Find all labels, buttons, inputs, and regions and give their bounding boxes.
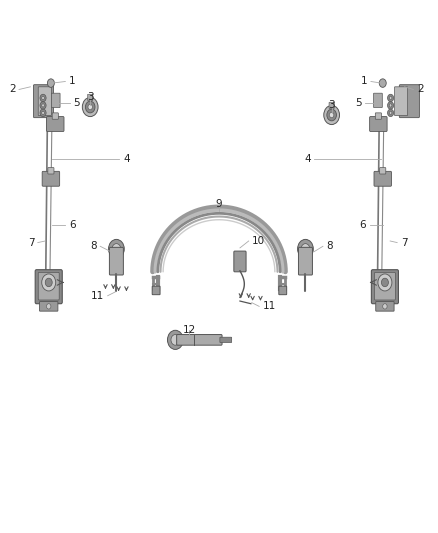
Circle shape [301,244,310,254]
Circle shape [381,278,389,287]
FancyBboxPatch shape [51,93,60,108]
FancyBboxPatch shape [152,286,160,295]
Circle shape [389,96,392,100]
Text: 3: 3 [87,92,93,102]
Text: 9: 9 [215,199,223,209]
Text: 1: 1 [69,77,75,86]
FancyBboxPatch shape [371,270,399,304]
Circle shape [379,79,386,87]
Circle shape [42,274,56,291]
FancyBboxPatch shape [374,93,382,108]
Text: 1: 1 [361,77,367,86]
Text: 4: 4 [304,154,311,164]
FancyBboxPatch shape [110,247,124,275]
Text: 8: 8 [90,241,97,251]
Circle shape [42,111,44,115]
FancyBboxPatch shape [42,171,60,186]
Circle shape [47,79,54,87]
Text: 6: 6 [360,220,366,230]
Text: 11: 11 [263,301,276,311]
FancyBboxPatch shape [220,337,232,343]
Circle shape [171,335,180,345]
Text: 8: 8 [326,241,333,251]
Circle shape [109,239,124,259]
Text: 2: 2 [417,84,424,94]
FancyBboxPatch shape [88,94,93,101]
Circle shape [167,330,183,350]
FancyBboxPatch shape [279,286,287,295]
FancyBboxPatch shape [38,272,59,300]
FancyBboxPatch shape [33,85,53,118]
FancyBboxPatch shape [376,302,394,311]
FancyBboxPatch shape [374,171,392,186]
Circle shape [388,102,394,109]
FancyBboxPatch shape [52,113,58,119]
Circle shape [46,304,51,309]
Circle shape [388,94,394,102]
FancyBboxPatch shape [329,102,334,109]
Circle shape [378,274,392,291]
Circle shape [40,94,46,102]
Circle shape [88,104,92,110]
Circle shape [42,96,44,100]
Circle shape [324,106,339,125]
Circle shape [297,239,313,259]
Circle shape [42,104,44,107]
FancyBboxPatch shape [38,87,51,116]
Circle shape [85,101,95,113]
FancyBboxPatch shape [399,85,420,118]
Text: 7: 7 [28,238,34,247]
Circle shape [82,98,98,117]
Text: 4: 4 [123,154,130,164]
Circle shape [383,304,387,309]
FancyBboxPatch shape [395,87,408,116]
Circle shape [389,111,392,115]
Text: 7: 7 [401,238,407,247]
Text: 2: 2 [9,84,15,94]
FancyBboxPatch shape [39,302,58,311]
Text: 5: 5 [73,98,80,108]
Circle shape [45,278,52,287]
FancyBboxPatch shape [298,247,312,275]
Circle shape [388,109,394,117]
FancyBboxPatch shape [177,335,222,345]
Circle shape [389,104,392,107]
FancyBboxPatch shape [374,272,396,300]
Text: 11: 11 [91,290,104,301]
FancyBboxPatch shape [234,251,246,272]
Circle shape [112,244,121,254]
Circle shape [40,102,46,109]
FancyBboxPatch shape [380,167,386,174]
Circle shape [327,109,336,121]
Text: 10: 10 [252,236,265,246]
FancyBboxPatch shape [46,117,64,132]
FancyBboxPatch shape [370,117,387,132]
Text: 6: 6 [69,220,75,230]
Circle shape [329,112,334,118]
Circle shape [40,109,46,117]
Text: 12: 12 [183,325,196,335]
FancyBboxPatch shape [35,270,62,304]
FancyBboxPatch shape [48,167,54,174]
FancyBboxPatch shape [375,113,381,119]
Text: 3: 3 [328,100,335,110]
Text: 5: 5 [355,98,362,108]
